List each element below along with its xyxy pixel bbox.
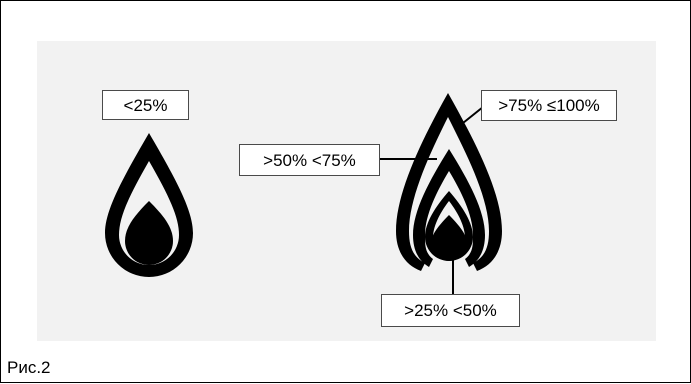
flame-icon-full (396, 93, 502, 271)
label-25-to-50: >25% <50% (381, 294, 520, 327)
label-75-to-100: >75% ≤100% (481, 90, 617, 121)
flame-ring-75-100 (396, 93, 502, 271)
flame-outer-ring (105, 133, 193, 277)
figure-caption: Рис.2 (7, 358, 51, 377)
label-50-to-75: >50% <75% (239, 144, 380, 176)
leader-line-75-100 (462, 106, 484, 124)
flame-icon-low (105, 133, 193, 277)
flame-ring-50-75 (413, 149, 485, 267)
flame-core (431, 215, 467, 261)
flame-core (125, 201, 173, 265)
label-below-25: <25% (102, 90, 189, 120)
flame-ring-25-50 (425, 191, 473, 261)
